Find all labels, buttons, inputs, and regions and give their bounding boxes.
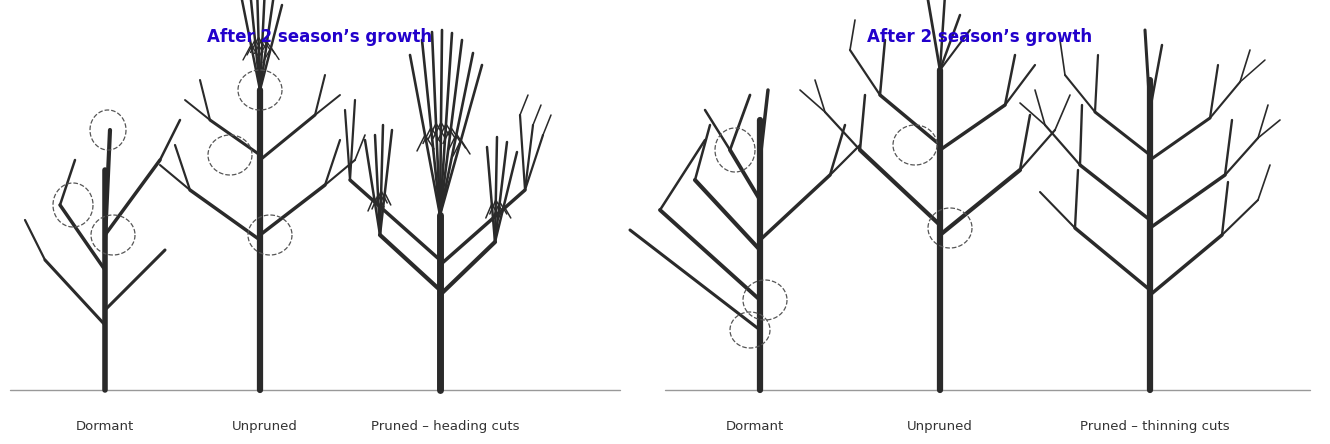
Text: Dormant: Dormant <box>726 420 785 433</box>
Text: Unpruned: Unpruned <box>907 420 974 433</box>
Text: Pruned – thinning cuts: Pruned – thinning cuts <box>1080 420 1230 433</box>
Text: Dormant: Dormant <box>76 420 134 433</box>
Text: Unpruned: Unpruned <box>231 420 298 433</box>
Text: After 2 season’s growth: After 2 season’s growth <box>867 28 1092 46</box>
Text: Pruned – heading cuts: Pruned – heading cuts <box>371 420 519 433</box>
Text: After 2 season’s growth: After 2 season’s growth <box>207 28 432 46</box>
